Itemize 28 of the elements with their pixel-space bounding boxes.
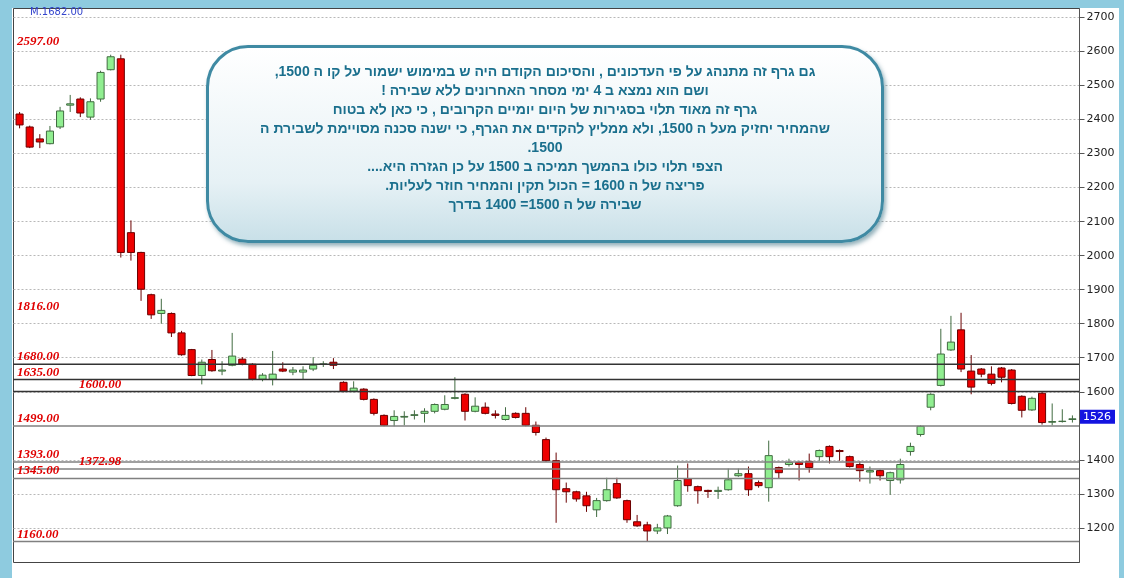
y-tick-label: 2200 [1086,180,1115,194]
y-tick-label: 2700 [1086,10,1115,24]
ref-line-label: 1499.00 [17,409,60,425]
y-tick-label: 1600 [1086,385,1115,399]
y-tick-label: 1200 [1086,521,1115,535]
ref-line-label: 1635.00 [17,363,60,379]
y-tick-label: 1700 [1086,350,1115,364]
annotation: 1526 [1083,409,1111,423]
ref-line-label: 1372.98 [79,452,122,468]
annotation: 1816.00 [17,298,60,313]
y-tick-label: 2100 [1086,214,1115,228]
y-tick-label: 2400 [1086,112,1115,126]
y-tick-label: 1400 [1086,453,1115,467]
y-tick-label: 1800 [1086,316,1115,330]
y-tick-label: 2300 [1086,146,1115,160]
ref-line-label: 1345.00 [17,462,60,478]
ref-line-label: 1680.00 [17,348,60,364]
annotation: M.1682.00 [30,6,84,17]
ref-line-label: 1393.00 [17,446,60,462]
annotation: גם גרף זה מתנהג על פי העדכונים , והסיכום הקודם היה ש במימוש ישמור על קו ה 1500, ושם הוא נמצא ב 4 ימי מסחר האחרונים ללא שבירה ! גרף זה מאוד תלוי בסגירות של היום יומיים הקרובים , כי כאן לא בטוח שהמחיר יחזיק מעל ה 1500, ולא ממליץ להקדים את הגרף, כי ישנה סכנה מסויימת לשבירת ה 1500. הצפי תלוי כולו בהמשך תמיכה ב 1500 על כן הגזרה היא.... פריצה של ה 1600 = הכול תקין והמחיר חוזר לעליות. שבירה של ה 1500= 1400 בדרך [259,62,831,214]
annotation: 2597.00 [16,33,60,48]
ref-line-label: 1600.00 [79,375,122,391]
y-tick-label: 1900 [1086,282,1115,296]
y-tick-label: 2000 [1086,248,1115,262]
ref-line-label: 1160.00 [17,525,60,541]
y-tick-label: 1300 [1086,487,1115,501]
y-tick-label: 2600 [1086,44,1115,58]
y-tick-label: 2500 [1086,78,1115,92]
